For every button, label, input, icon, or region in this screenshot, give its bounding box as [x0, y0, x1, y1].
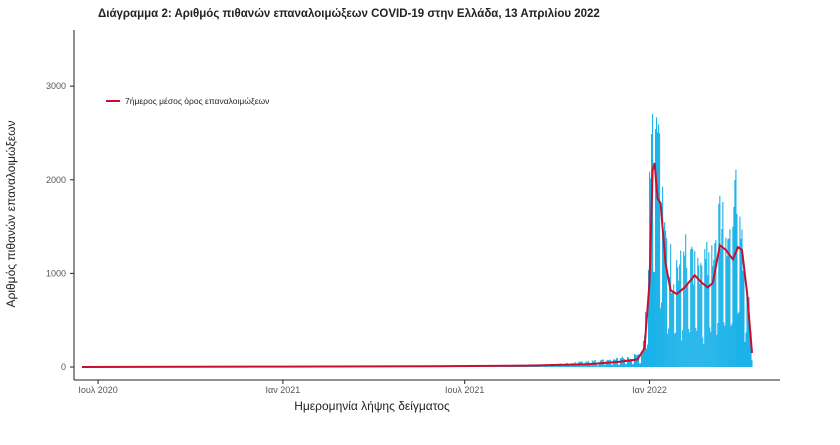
y-tick-label: 1000 [46, 268, 66, 278]
x-tick-label: Ιαν 2021 [266, 385, 301, 395]
x-tick-label: Ιαν 2022 [632, 385, 667, 395]
x-axis-title: Ημερομηνία λήψης δείγματος [294, 399, 450, 413]
legend-label: 7ήμερος μέσος όρος επαναλοιμώξεων [125, 96, 269, 106]
chart-title: Διάγραμμα 2: Αριθμός πιθανών επαναλοιμώξ… [98, 8, 600, 20]
legend: 7ήμερος μέσος όρος επαναλοιμώξεων [106, 96, 269, 106]
x-tick-label: Ιουλ 2021 [445, 385, 484, 395]
rolling-average-line [81, 162, 753, 368]
y-tick-label: 3000 [46, 81, 66, 91]
y-axis-title: Αριθμός πιθανών επαναλοιμώξεων [4, 120, 18, 307]
y-ticks: 0 1000 2000 3000 [46, 81, 74, 372]
bar-series [121, 113, 753, 367]
x-tick-label: Ιουλ 2020 [78, 385, 117, 395]
y-tick-label: 2000 [46, 175, 66, 185]
y-tick-label: 0 [61, 362, 66, 372]
x-ticks: Ιουλ 2020 Ιαν 2021 Ιουλ 2021 Ιαν 2022 [78, 380, 667, 395]
